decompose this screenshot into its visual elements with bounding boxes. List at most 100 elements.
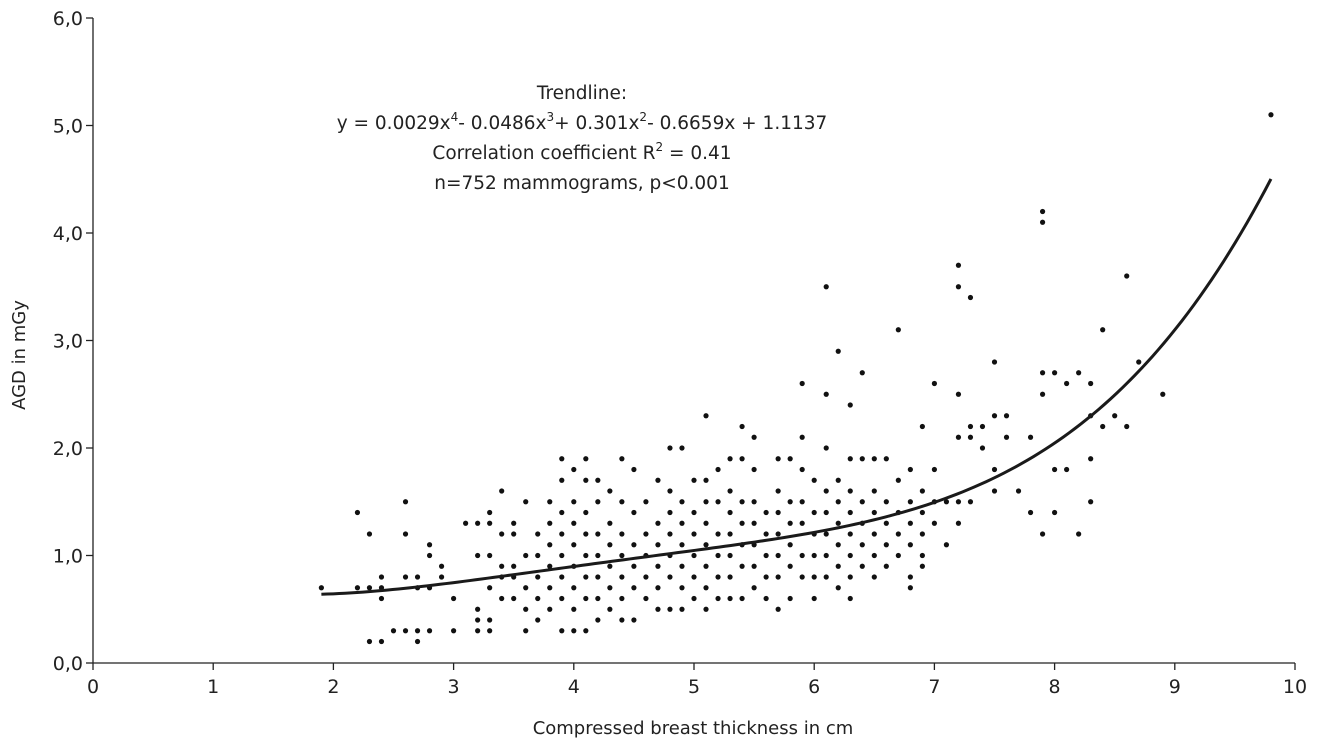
data-point [619,499,625,505]
data-point [715,466,721,473]
data-point [919,423,925,430]
data-point [955,391,962,397]
data-point [463,520,469,526]
data-point [703,563,709,569]
data-point [607,542,613,548]
data-point [739,595,745,602]
data-point [811,509,817,516]
data-point [799,499,805,505]
data-point [1052,466,1058,473]
data-point [547,585,553,591]
data-point [703,413,709,419]
data-point [871,509,877,516]
data-point [631,509,637,516]
data-point [583,509,589,516]
data-point [511,531,517,537]
data-point [763,552,769,559]
data-point [523,606,529,612]
data-point [955,520,962,526]
x-tick-label: 3 [448,676,460,698]
data-point [943,542,950,548]
data-point [919,552,925,559]
data-point [715,499,721,505]
equation-part: - 0.0486x [458,113,546,134]
data-point [739,520,745,526]
data-point [871,488,877,494]
data-point [751,499,757,505]
data-point [907,574,913,580]
y-tick-label: 4,0 [53,223,83,245]
data-point [1112,413,1118,419]
data-point [907,466,913,473]
data-point [931,466,938,473]
data-point [775,552,781,559]
x-tick-label: 9 [1169,676,1181,698]
data-point [655,520,661,526]
y-tick-label: 6,0 [53,8,83,30]
data-point [451,628,457,634]
data-point [451,595,457,602]
data-point [967,434,974,440]
data-point [859,499,865,505]
data-point [426,542,433,548]
data-point [1136,359,1142,365]
annotation-sample-size: n=752 mammograms, p<0.001 [434,173,729,194]
data-point [859,456,865,462]
x-tick-label: 6 [808,676,820,698]
data-point [811,595,817,602]
data-point [1076,531,1082,537]
data-point [595,499,601,505]
data-point [823,391,829,397]
data-point [751,563,757,569]
data-point [691,531,697,537]
data-point [847,488,853,494]
data-point [402,531,409,537]
data-point [438,563,445,569]
data-point [643,574,649,580]
data-point [667,606,673,612]
y-tick-label: 5,0 [53,116,83,138]
data-point [847,595,853,602]
data-point [907,542,913,548]
data-point [354,509,361,516]
data-point [402,628,409,634]
data-point [811,552,817,559]
data-point [559,456,565,462]
data-point [799,380,805,387]
data-point [487,628,493,634]
data-point [523,499,529,505]
data-point [499,595,505,602]
data-point [919,531,925,537]
data-point [619,595,625,602]
data-point [847,456,853,462]
data-point [559,531,565,537]
data-point [1015,488,1022,494]
data-point [619,456,625,462]
data-point [967,423,974,430]
data-point [583,628,589,634]
data-point [390,628,397,634]
data-point [559,552,565,559]
data-point [691,552,697,559]
data-point [414,638,421,645]
data-point [426,552,433,559]
data-point [883,520,889,526]
data-point [967,499,974,505]
data-point [475,520,481,526]
data-point [1124,423,1130,430]
data-point [487,509,493,516]
x-tick-label: 5 [688,676,700,698]
data-point [366,638,373,645]
data-point [823,445,829,451]
trendline-annotation: Trendline: y = 0.0029x4- 0.0486x3+ 0.301… [337,83,828,194]
data-point [475,617,481,623]
data-point [979,445,986,451]
data-point [667,574,673,580]
data-point [715,531,721,537]
data-point [847,509,853,516]
equation-part: - 0.6659x + 1.1137 [647,113,827,134]
data-point [715,574,721,580]
data-point [847,574,853,580]
x-tick-label: 10 [1283,676,1307,698]
data-point [919,563,925,569]
